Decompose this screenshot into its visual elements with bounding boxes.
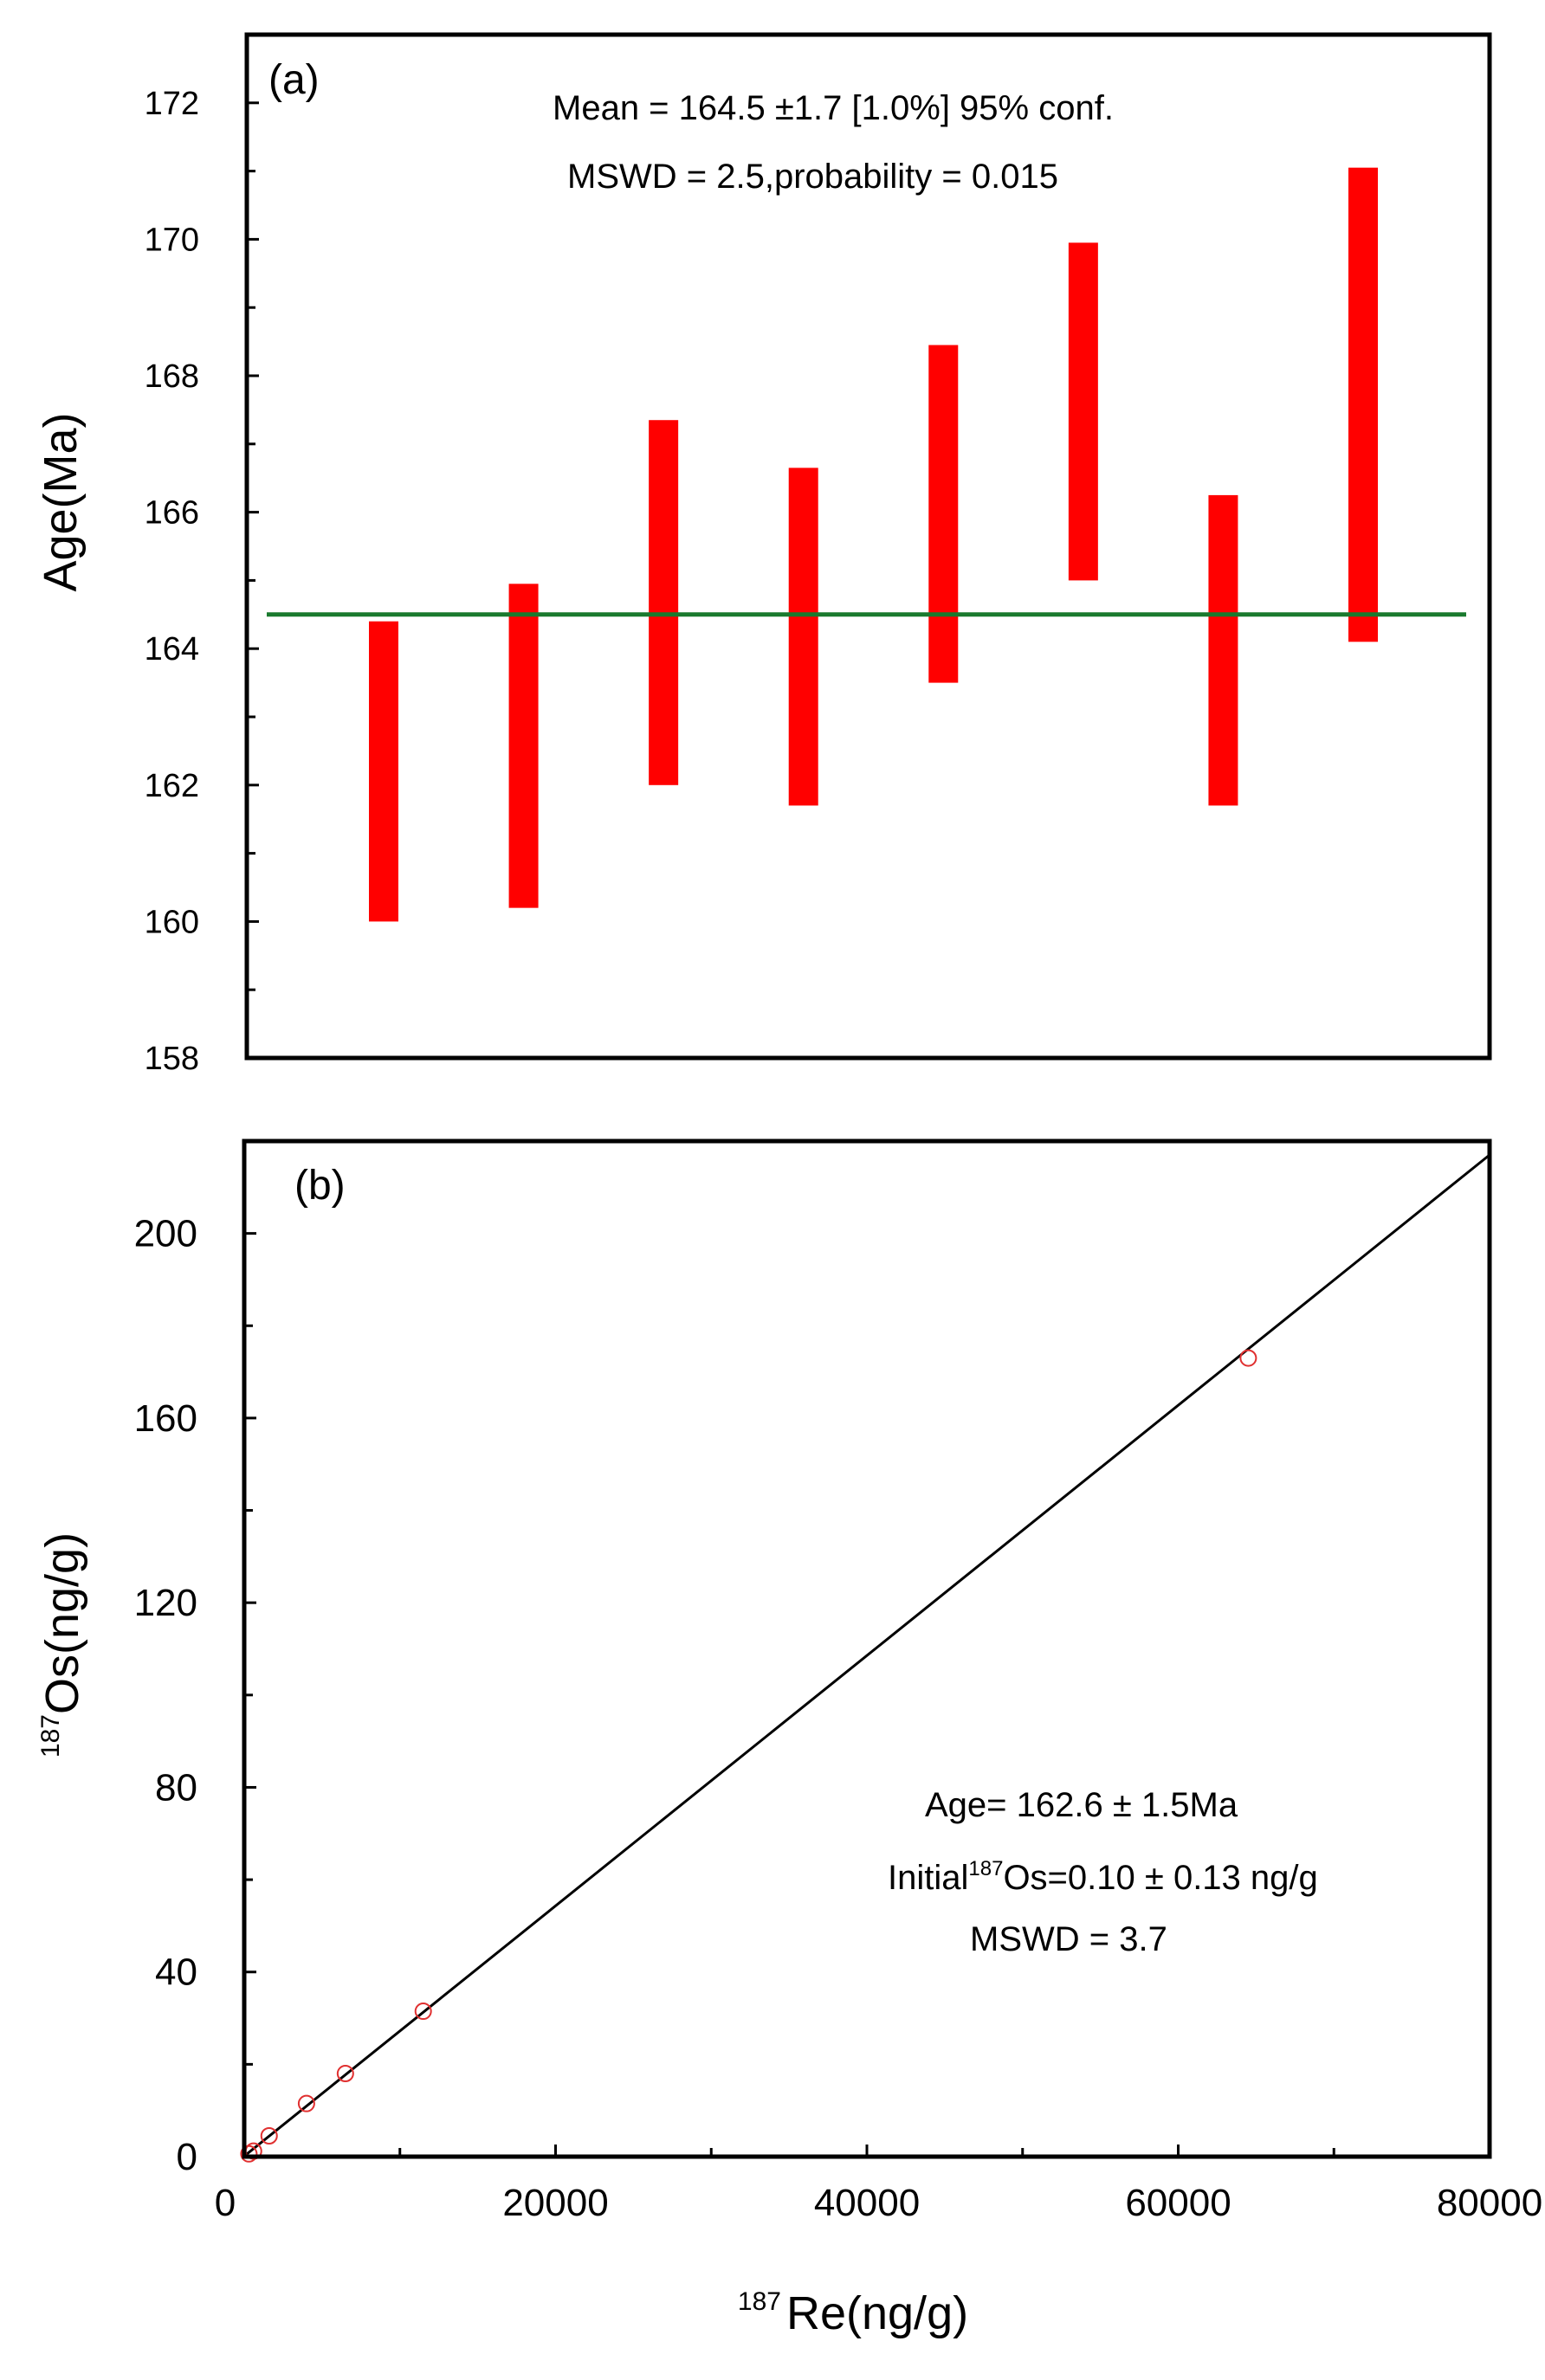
x-tick-label: 40000 bbox=[814, 2182, 920, 2224]
y-tick-label: 166 bbox=[145, 495, 199, 532]
panel-b-label: (b) bbox=[294, 1163, 346, 1209]
y-tick-label: 158 bbox=[145, 1041, 199, 1077]
y-tick-label: 170 bbox=[145, 222, 199, 258]
panel-b-y-axis-label: 187Os(ng/g) bbox=[36, 1532, 88, 1758]
x-label-superscript: 187 bbox=[738, 2287, 781, 2316]
x-tick-label: 80000 bbox=[1437, 2182, 1542, 2224]
y-label-text: Os(ng/g) bbox=[36, 1532, 88, 1714]
panel-b-x-axis-label: 187 Re(ng/g) bbox=[738, 2287, 968, 2339]
data-point bbox=[240, 2145, 258, 2163]
data-point bbox=[414, 2003, 432, 2021]
panel-a-y-ticks: 158 160 162 164 166 168 170 172 bbox=[145, 86, 259, 1077]
age-error-bar bbox=[508, 584, 539, 908]
isochron-mswd-annotation: MSWD = 3.7 bbox=[970, 1920, 1167, 1958]
y-tick-label: 172 bbox=[145, 86, 199, 122]
x-tick-label: 20000 bbox=[502, 2182, 608, 2224]
y-tick-label: 164 bbox=[145, 631, 199, 668]
y-tick-label: 80 bbox=[155, 1766, 197, 1809]
age-annotation: Age= 162.6 ± 1.5Ma bbox=[925, 1786, 1238, 1824]
y-tick-label: 160 bbox=[134, 1397, 197, 1440]
x-tick-label: 60000 bbox=[1125, 2182, 1231, 2224]
data-point bbox=[260, 2127, 278, 2145]
panel-a-y-axis-label: Age(Ma) bbox=[35, 412, 87, 591]
age-error-bar bbox=[649, 420, 679, 785]
age-error-bar bbox=[1068, 242, 1098, 581]
panel-a-age-chart: 158 160 162 164 166 168 170 172 (a) Mean = 164.… bbox=[35, 32, 1492, 1077]
mean-annotation: Mean = 164.5 ±1.7 [1.0%] 95% conf. bbox=[553, 89, 1114, 127]
y-tick-label: 160 bbox=[145, 904, 199, 940]
y-tick-label: 168 bbox=[145, 358, 199, 395]
age-error-bar bbox=[1208, 494, 1238, 806]
y-label-superscript: 187 bbox=[36, 1714, 65, 1758]
y-tick-label: 200 bbox=[134, 1213, 197, 1255]
panel-b-ticks: 0 40 80 120 160 200 0 20000 40000 60000 80000 bbox=[134, 1213, 1543, 2224]
data-point bbox=[297, 2094, 315, 2112]
isochron-fit-line bbox=[243, 1153, 1490, 2157]
age-error-bar bbox=[1348, 167, 1378, 642]
x-label-text: Re(ng/g) bbox=[786, 2287, 968, 2339]
panel-b-points bbox=[240, 1349, 1257, 2163]
panel-a-bars bbox=[369, 167, 1378, 922]
age-error-bar bbox=[928, 345, 959, 683]
data-point bbox=[336, 2065, 354, 2083]
panel-a-frame bbox=[244, 32, 1492, 1061]
data-point bbox=[1239, 1349, 1257, 1367]
panel-a-label: (a) bbox=[268, 57, 320, 103]
panel-b-frame bbox=[242, 1138, 1492, 2159]
initial-os-annotation: Initial187Os=0.10 ± 0.13 ng/g bbox=[888, 1857, 1318, 1897]
initial-prefix: Initial bbox=[888, 1859, 968, 1897]
age-error-bar bbox=[369, 621, 398, 922]
y-tick-label: 0 bbox=[177, 2136, 197, 2178]
mswd-probability-annotation: MSWD = 2.5,probability = 0.015 bbox=[567, 158, 1058, 196]
initial-suffix: Os=0.10 ± 0.13 ng/g bbox=[1003, 1859, 1317, 1897]
y-tick-label: 120 bbox=[134, 1582, 197, 1624]
x-tick-label: 0 bbox=[215, 2182, 236, 2224]
y-tick-label: 40 bbox=[155, 1951, 197, 1994]
y-tick-label: 162 bbox=[145, 768, 199, 804]
initial-superscript: 187 bbox=[968, 1857, 1003, 1880]
age-error-bar bbox=[788, 468, 818, 806]
